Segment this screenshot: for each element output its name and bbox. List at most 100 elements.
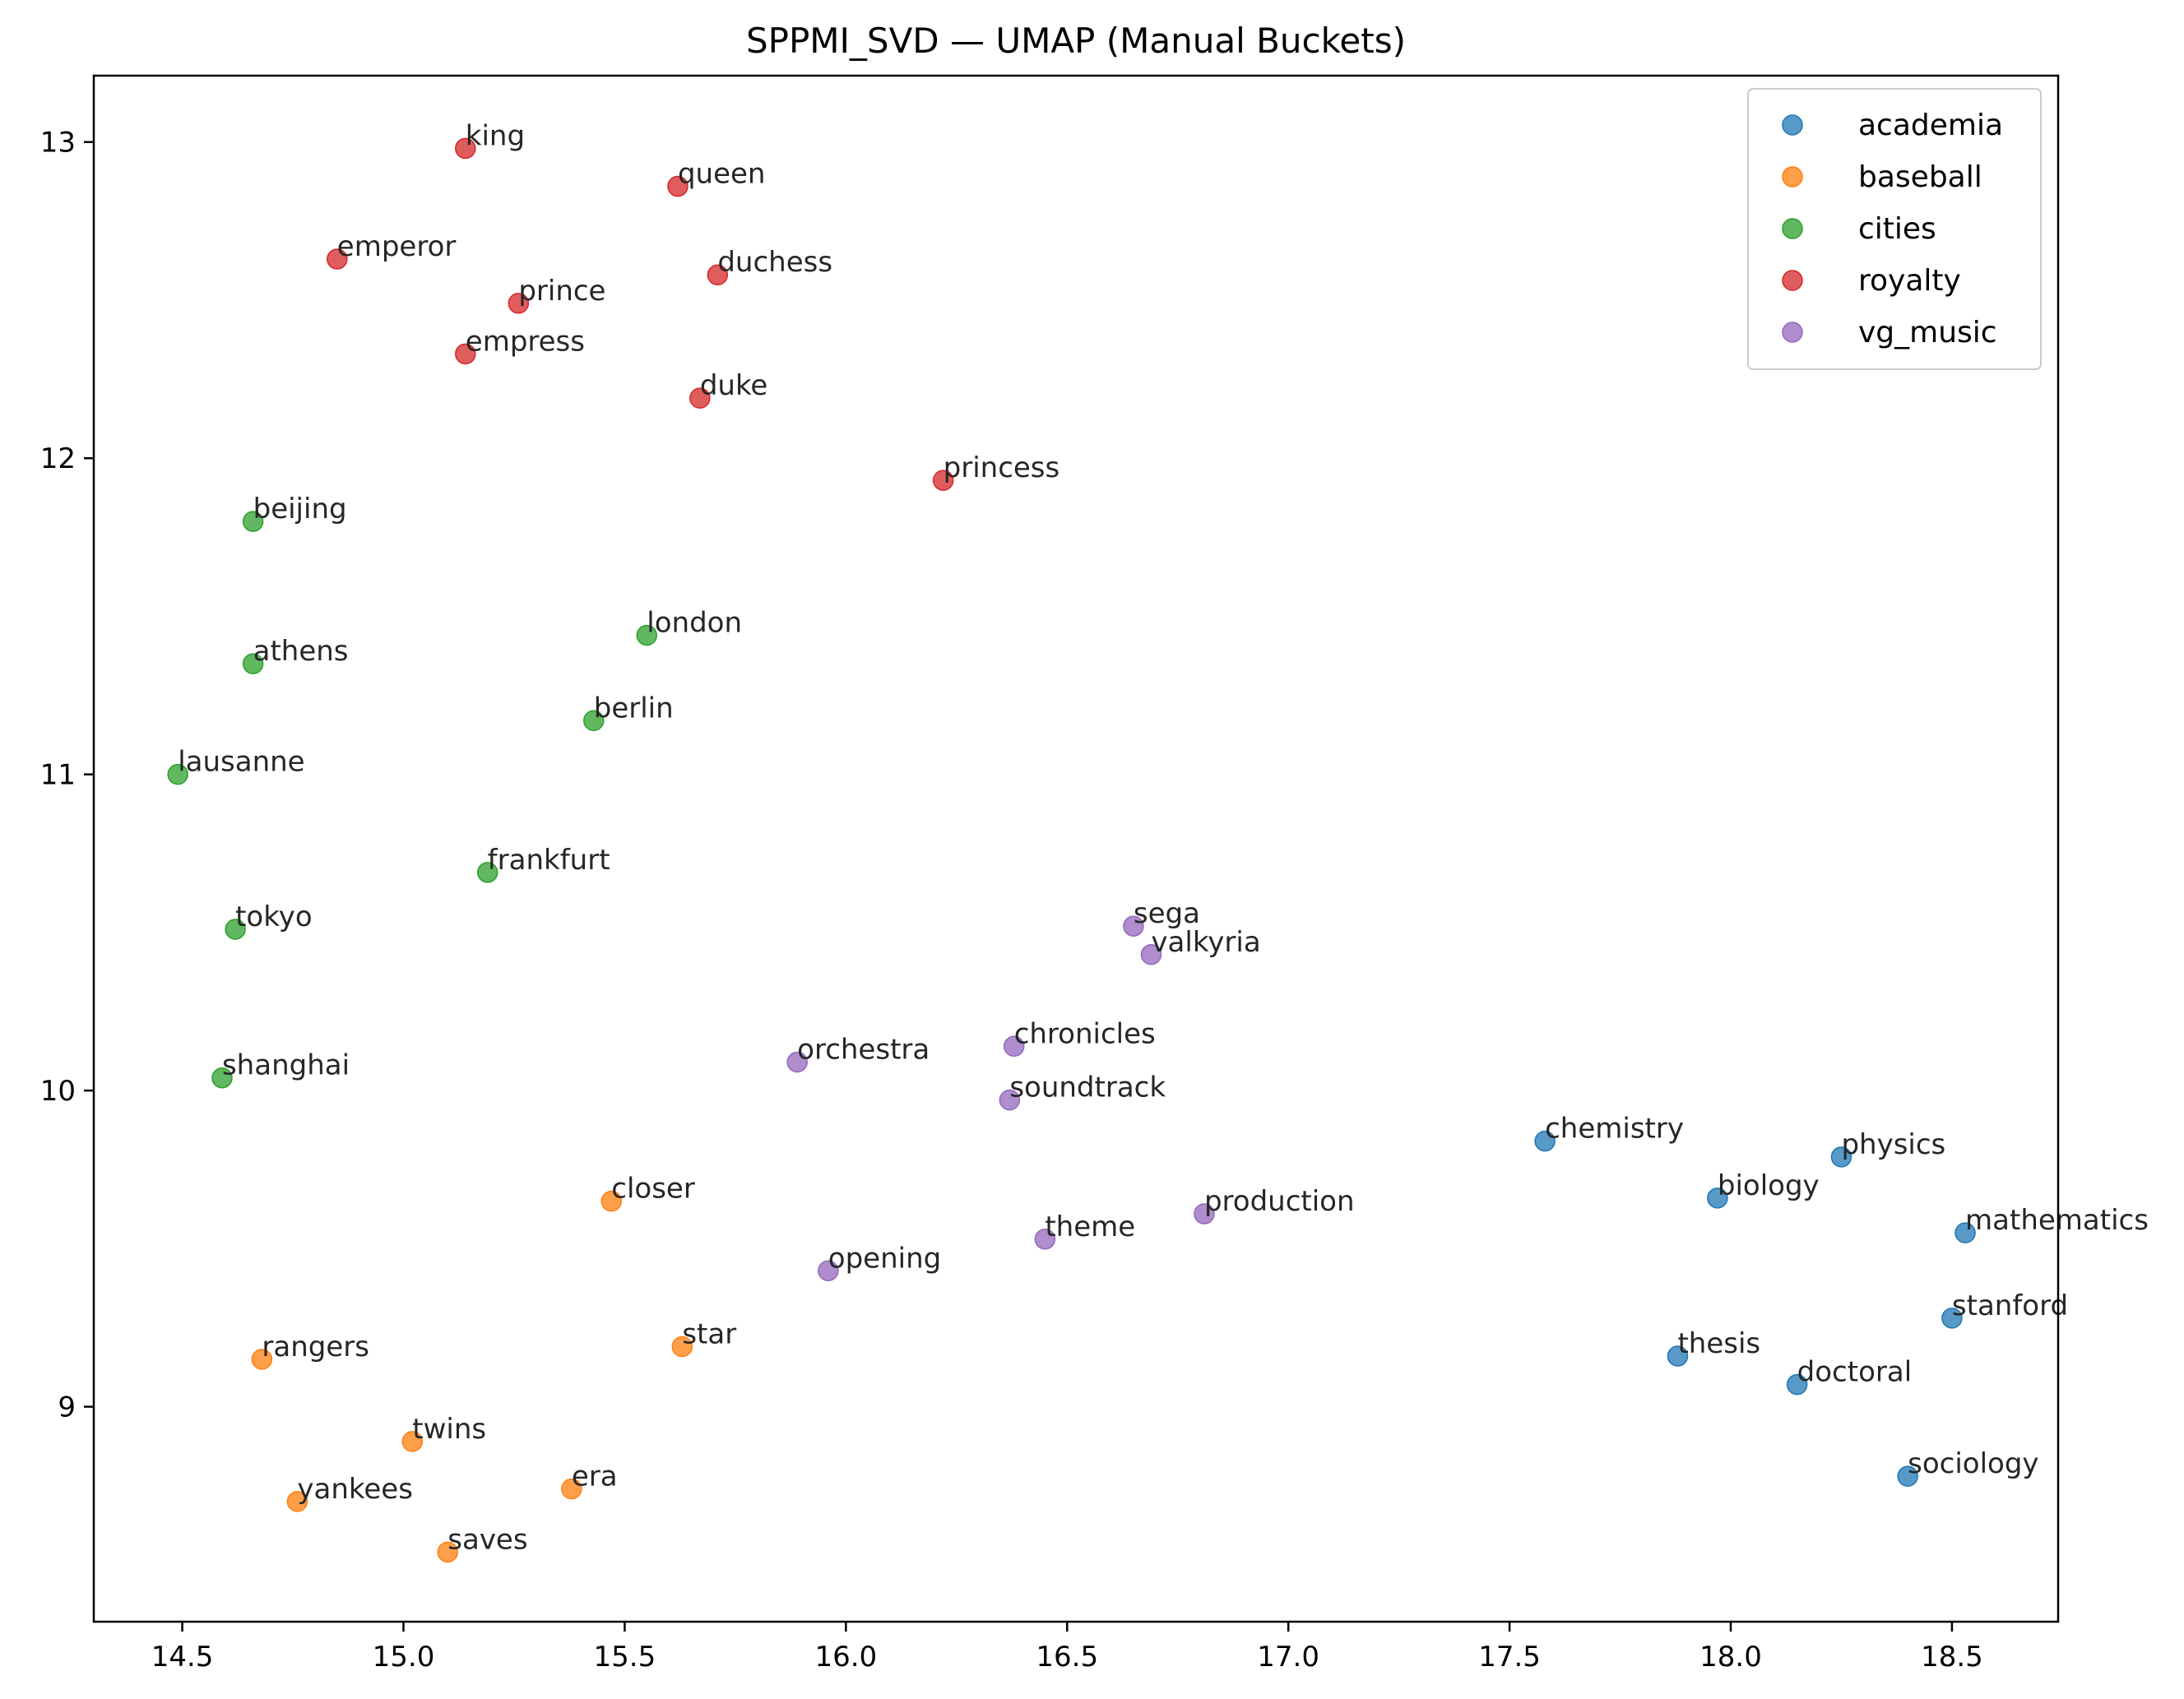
point-label-thesis: thesis	[1677, 1327, 1760, 1360]
data-point-duke	[689, 387, 711, 409]
data-point-era	[561, 1478, 582, 1500]
point-label-mathematics: mathematics	[1965, 1204, 2149, 1237]
point-label-stanford: stanford	[1952, 1289, 2068, 1322]
point-label-orchestra: orchestra	[797, 1034, 930, 1067]
point-label-soundtrack: soundtrack	[1009, 1072, 1166, 1104]
data-point-production	[1194, 1203, 1215, 1224]
data-point-twins	[401, 1431, 423, 1452]
data-point-shanghai	[211, 1067, 233, 1089]
legend-marker-baseball	[1782, 166, 1803, 187]
axes: 14.5 15.0 15.5 16.0 16.5 17.0 17.5 18.0 18.5 9 10 1…	[40, 127, 1983, 1674]
x-tick-label: 16.0	[814, 1641, 877, 1674]
point-label-empress: empress	[466, 325, 585, 358]
point-label-chronicles: chronicles	[1014, 1017, 1156, 1050]
y-tick-label: 12	[40, 442, 76, 475]
data-point-saves	[437, 1541, 459, 1563]
point-label-emperor: emperor	[337, 230, 457, 263]
data-point-emperor	[327, 248, 348, 270]
plot-frame	[92, 74, 2060, 1623]
data-point-chemistry	[1534, 1130, 1556, 1152]
x-tick-label: 18.0	[1699, 1641, 1762, 1674]
legend: academia baseball cities royalty vg_music	[1747, 88, 2042, 370]
data-point-sega	[1123, 915, 1144, 937]
data-point-biology	[1707, 1187, 1728, 1209]
point-label-lausanne: lausanne	[178, 746, 304, 779]
data-point-empress	[455, 343, 476, 365]
x-tick-label: 15.0	[373, 1641, 435, 1674]
data-point-closer	[600, 1190, 623, 1212]
data-points	[167, 137, 1976, 1563]
data-point-berlin	[583, 710, 605, 732]
data-point-orchestra	[786, 1051, 808, 1073]
data-point-princess	[932, 470, 954, 491]
point-label-chemistry: chemistry	[1545, 1113, 1684, 1146]
data-point-yankees	[286, 1491, 308, 1512]
data-point-soundtrack	[999, 1089, 1021, 1111]
legend-marker-academia	[1782, 114, 1803, 136]
legend-marker-royalty	[1782, 270, 1803, 291]
point-label-twins: twins	[412, 1413, 486, 1446]
legend-label-vg_music: vg_music	[1858, 316, 1997, 350]
data-point-london	[636, 624, 658, 646]
point-label-closer: closer	[611, 1173, 695, 1206]
legend-marker-cities	[1782, 218, 1803, 239]
x-tick-label: 16.5	[1036, 1641, 1098, 1674]
data-point-king	[455, 137, 476, 160]
legend-box	[1747, 88, 2042, 370]
data-point-physics	[1830, 1146, 1852, 1168]
point-label-princess: princess	[944, 451, 1060, 484]
point-label-sociology: sociology	[1908, 1447, 2038, 1480]
point-label-tokyo: tokyo	[235, 900, 313, 933]
y-tick-label: 11	[40, 759, 76, 792]
chart-title: SPPMI_SVD — UMAP (Manual Buckets)	[746, 21, 1406, 61]
legend-label-baseball: baseball	[1858, 160, 1982, 194]
point-label-duchess: duchess	[717, 246, 832, 279]
x-tick-label: 14.5	[151, 1641, 214, 1674]
x-tick-label: 18.5	[1921, 1641, 1983, 1674]
data-point-duchess	[707, 264, 729, 285]
legend-label-royalty: royalty	[1858, 264, 1961, 298]
point-label-athens: athens	[253, 635, 349, 668]
point-label-duke: duke	[700, 369, 768, 402]
point-label-london: london	[647, 606, 742, 639]
point-label-berlin: berlin	[594, 692, 674, 725]
point-label-yankees: yankees	[297, 1473, 413, 1506]
x-tick-label: 17.0	[1257, 1641, 1319, 1674]
data-point-chronicles	[1003, 1035, 1025, 1058]
point-label-theme: theme	[1045, 1211, 1135, 1243]
point-label-shanghai: shanghai	[222, 1049, 350, 1082]
point-label-era: era	[572, 1461, 618, 1493]
point-label-frankfurt: frankfurt	[488, 844, 610, 877]
point-label-valkyria: valkyria	[1151, 926, 1260, 959]
point-label-rangers: rangers	[262, 1331, 369, 1363]
data-point-theme	[1034, 1229, 1056, 1250]
point-labels: chemistry physics biology mathematics stanfo…	[178, 119, 2149, 1556]
legend-label-cities: cities	[1858, 212, 1936, 246]
point-label-beijing: beijing	[253, 493, 347, 525]
point-label-star: star	[682, 1318, 736, 1351]
legend-label-academia: academia	[1858, 109, 2003, 142]
y-tick-label: 10	[40, 1075, 76, 1108]
data-point-frankfurt	[476, 862, 498, 883]
data-point-stanford	[1941, 1308, 1963, 1329]
data-point-sociology	[1897, 1465, 1918, 1487]
point-label-sega: sega	[1134, 897, 1200, 930]
data-point-opening	[818, 1260, 839, 1282]
data-point-lausanne	[167, 763, 188, 785]
data-point-rangers	[251, 1349, 273, 1370]
point-label-opening: opening	[828, 1242, 941, 1275]
point-label-biology: biology	[1718, 1169, 1820, 1202]
data-point-star	[671, 1336, 693, 1358]
point-label-prince: prince	[518, 275, 605, 308]
point-label-saves: saves	[447, 1523, 527, 1556]
point-label-king: king	[466, 119, 525, 152]
data-point-valkyria	[1140, 944, 1162, 965]
data-point-thesis	[1667, 1345, 1689, 1367]
x-tick-label: 17.5	[1478, 1641, 1541, 1674]
data-point-beijing	[242, 511, 264, 532]
point-label-doctoral: doctoral	[1797, 1356, 1912, 1389]
data-point-athens	[242, 653, 264, 674]
data-point-prince	[508, 293, 530, 314]
legend-marker-vg_music	[1782, 322, 1803, 343]
